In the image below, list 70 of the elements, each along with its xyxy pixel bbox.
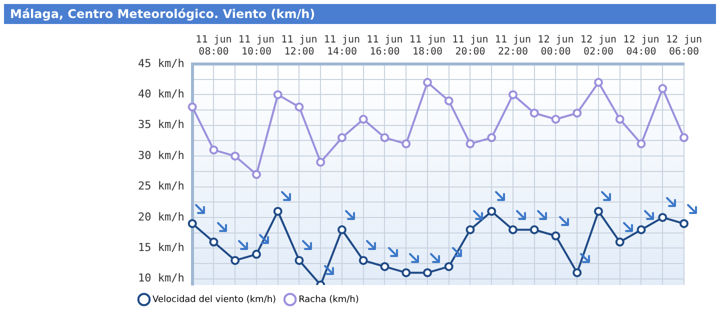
point bbox=[252, 250, 261, 259]
point bbox=[551, 231, 560, 240]
point bbox=[658, 84, 668, 94]
x-tick-label: 11 jun 20:00 bbox=[452, 34, 488, 58]
point bbox=[422, 78, 432, 87]
point bbox=[402, 268, 411, 278]
point bbox=[209, 145, 218, 154]
point bbox=[551, 114, 560, 124]
point bbox=[594, 78, 603, 87]
x-tick-label: 12 jun 02:00 bbox=[580, 34, 617, 58]
point bbox=[487, 206, 496, 216]
point bbox=[294, 102, 304, 112]
point bbox=[680, 133, 688, 142]
point bbox=[444, 262, 454, 272]
y-tick-label: 25 km/h bbox=[138, 180, 184, 193]
point bbox=[572, 108, 582, 118]
point bbox=[530, 225, 539, 234]
chart-title: Málaga, Centro Meteorológico. Viento (km/h) bbox=[4, 4, 716, 24]
point bbox=[380, 262, 390, 272]
legend-label: Racha (km/h) bbox=[298, 294, 359, 305]
point bbox=[380, 133, 390, 142]
y-tick-label: 35 km/h bbox=[138, 118, 184, 132]
point bbox=[209, 238, 218, 247]
x-tick-label: 11 jun 22:00 bbox=[494, 34, 532, 58]
point bbox=[466, 139, 475, 148]
point bbox=[636, 225, 646, 234]
point bbox=[487, 133, 496, 142]
point bbox=[615, 238, 624, 247]
point bbox=[680, 219, 688, 228]
point bbox=[230, 152, 240, 161]
x-tick-label: 12 jun 04:00 bbox=[623, 34, 660, 58]
point bbox=[252, 170, 261, 179]
point bbox=[188, 102, 197, 112]
point bbox=[530, 108, 539, 118]
x-tick-label: 11 jun 14:00 bbox=[324, 34, 360, 58]
y-tick-label: 40 km/h bbox=[138, 88, 184, 101]
point bbox=[572, 268, 582, 278]
x-tick-label: 12 jun 00:00 bbox=[538, 34, 574, 58]
point bbox=[273, 90, 282, 100]
point bbox=[594, 206, 603, 216]
point bbox=[508, 225, 518, 234]
y-tick-label: 30 km/h bbox=[138, 148, 184, 162]
point bbox=[444, 96, 454, 106]
point bbox=[508, 90, 518, 100]
point bbox=[230, 256, 240, 265]
point bbox=[466, 225, 475, 234]
y-tick-label: 20 km/h bbox=[138, 210, 184, 224]
point bbox=[273, 206, 282, 216]
x-tick-label: 11 jun 12:00 bbox=[281, 34, 318, 58]
point bbox=[188, 219, 197, 228]
point bbox=[658, 212, 668, 222]
x-tick-label: 11 jun 08:00 bbox=[196, 34, 232, 58]
point bbox=[358, 114, 368, 124]
point bbox=[337, 225, 346, 234]
point bbox=[316, 158, 326, 167]
point bbox=[422, 268, 432, 278]
point bbox=[294, 256, 304, 265]
x-tick-label: 12 jun 06:00 bbox=[666, 34, 702, 58]
y-tick-label: 10 km/h bbox=[138, 272, 184, 285]
point bbox=[615, 114, 624, 124]
point bbox=[402, 139, 411, 148]
point bbox=[636, 139, 646, 148]
x-tick-label: 11 jun 16:00 bbox=[366, 34, 403, 58]
x-tick-label: 11 jun 10:00 bbox=[238, 34, 275, 58]
point bbox=[358, 256, 368, 265]
point bbox=[337, 133, 346, 142]
y-tick-label: 15 km/h bbox=[138, 241, 184, 254]
legend-label: Velocidad del viento (km/h) bbox=[152, 294, 276, 305]
y-tick-label: 45 km/h bbox=[138, 56, 184, 70]
x-tick-label: 11 jun 18:00 bbox=[409, 34, 446, 58]
